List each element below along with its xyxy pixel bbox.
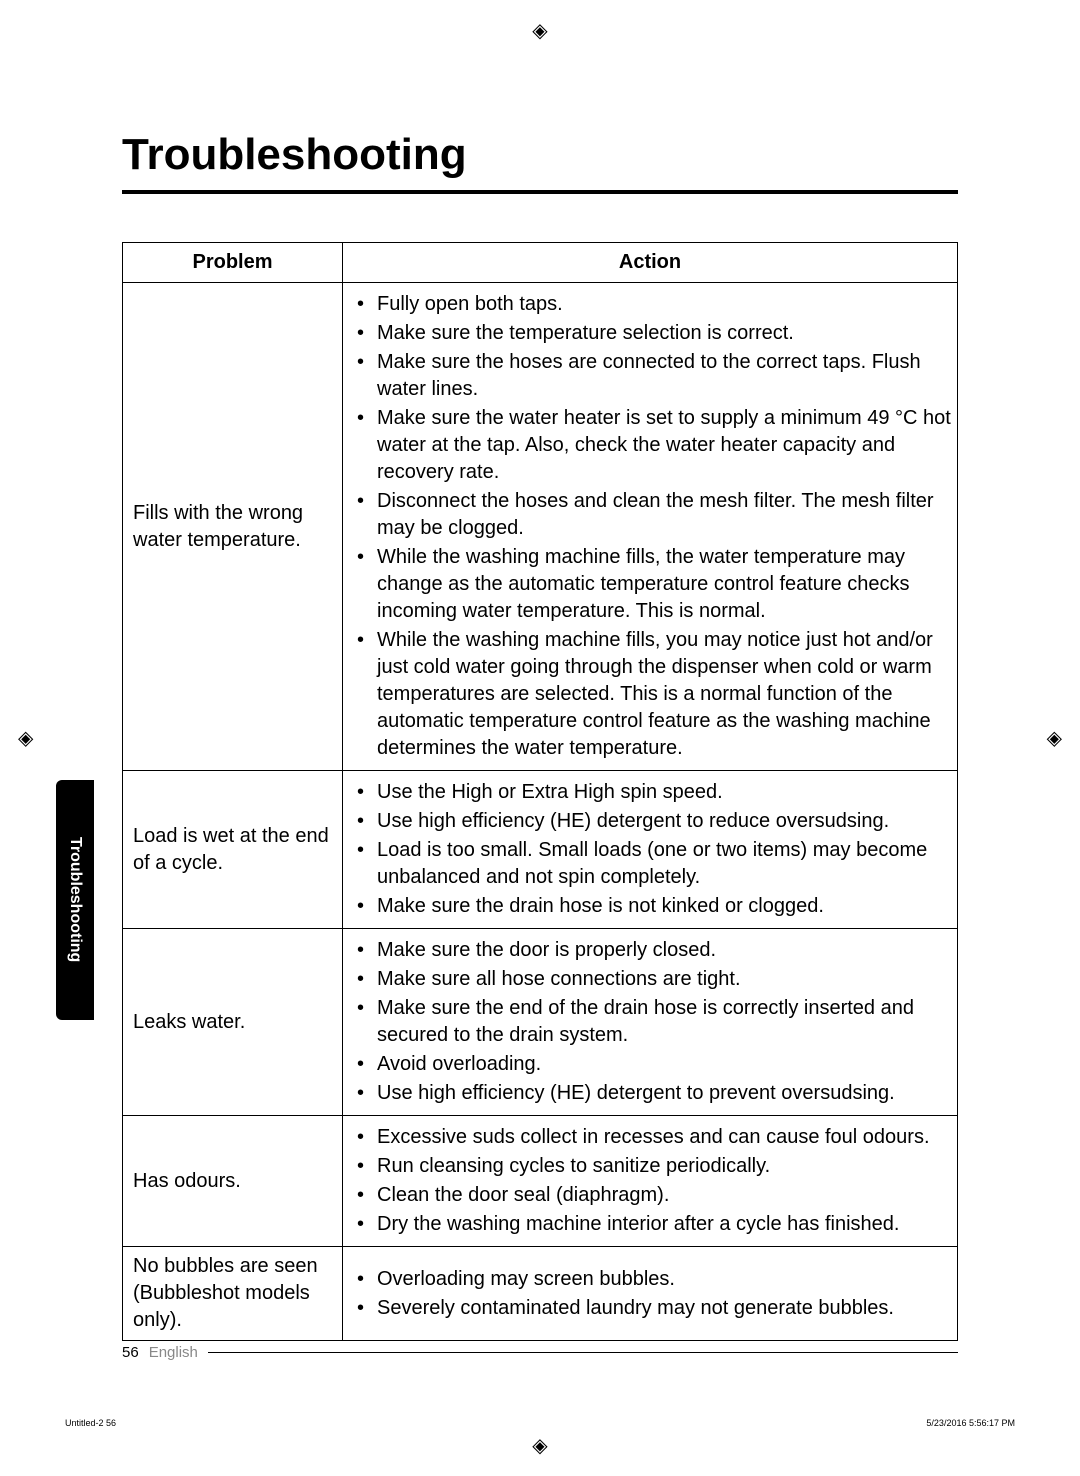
table-row: Fills with the wrong water temperature.F… (123, 283, 958, 771)
registration-mark-top: ◈ (532, 18, 547, 43)
section-tab-label: Troubleshooting (66, 837, 84, 962)
action-list: Use the High or Extra High spin speed.Us… (349, 779, 951, 920)
action-item: Overloading may screen bubbles. (349, 1266, 951, 1293)
action-cell: Fully open both taps.Make sure the tempe… (343, 283, 958, 771)
action-item: Make sure the door is properly closed. (349, 937, 951, 964)
action-cell: Use the High or Extra High spin speed.Us… (343, 771, 958, 929)
print-slug-left: Untitled-2 56 (65, 1418, 116, 1428)
action-item: Make sure the water heater is set to sup… (349, 405, 951, 486)
col-header-problem: Problem (123, 243, 343, 283)
action-item: Make sure the temperature selection is c… (349, 320, 951, 347)
troubleshooting-table: Problem Action Fills with the wrong wate… (122, 242, 958, 1341)
problem-cell: Has odours. (123, 1116, 343, 1247)
action-item: Clean the door seal (diaphragm). (349, 1182, 951, 1209)
page-language: English (149, 1344, 198, 1361)
action-cell: Make sure the door is properly closed.Ma… (343, 929, 958, 1116)
registration-mark-bottom: ◈ (532, 1433, 547, 1458)
action-item: Make sure the end of the drain hose is c… (349, 995, 951, 1049)
title-rule (122, 190, 958, 194)
print-slug-right: 5/23/2016 5:56:17 PM (926, 1418, 1015, 1428)
action-item: Fully open both taps. (349, 291, 951, 318)
action-item: While the washing machine fills, the wat… (349, 544, 951, 625)
action-item: Make sure the drain hose is not kinked o… (349, 893, 951, 920)
action-item: Use the High or Extra High spin speed. (349, 779, 951, 806)
footer-rule (208, 1352, 958, 1353)
table-row: Leaks water.Make sure the door is proper… (123, 929, 958, 1116)
action-item: Excessive suds collect in recesses and c… (349, 1124, 951, 1151)
action-cell: Overloading may screen bubbles.Severely … (343, 1247, 958, 1341)
page-number: 56 (122, 1344, 139, 1361)
action-cell: Excessive suds collect in recesses and c… (343, 1116, 958, 1247)
action-list: Make sure the door is properly closed.Ma… (349, 937, 951, 1107)
problem-cell: Fills with the wrong water temperature. (123, 283, 343, 771)
action-item: Make sure the hoses are connected to the… (349, 349, 951, 403)
table-row: Load is wet at the end of a cycle.Use th… (123, 771, 958, 929)
page-title: Troubleshooting (122, 130, 958, 180)
page-footer: 56 English (122, 1344, 958, 1361)
page-content: Troubleshooting Problem Action Fills wit… (122, 130, 958, 1341)
action-item: Severely contaminated laundry may not ge… (349, 1295, 951, 1322)
action-item: Avoid overloading. (349, 1051, 951, 1078)
section-tab: Troubleshooting (56, 780, 94, 1020)
col-header-action: Action (343, 243, 958, 283)
problem-cell: No bubbles are seen (Bubbleshot models o… (123, 1247, 343, 1341)
registration-mark-left: ◈ (18, 726, 33, 751)
table-row: Has odours.Excessive suds collect in rec… (123, 1116, 958, 1247)
problem-cell: Leaks water. (123, 929, 343, 1116)
action-list: Overloading may screen bubbles.Severely … (349, 1266, 951, 1322)
action-item: Disconnect the hoses and clean the mesh … (349, 488, 951, 542)
action-list: Excessive suds collect in recesses and c… (349, 1124, 951, 1238)
action-item: Use high efficiency (HE) detergent to pr… (349, 1080, 951, 1107)
action-item: Run cleansing cycles to sanitize periodi… (349, 1153, 951, 1180)
problem-cell: Load is wet at the end of a cycle. (123, 771, 343, 929)
action-item: Make sure all hose connections are tight… (349, 966, 951, 993)
action-list: Fully open both taps.Make sure the tempe… (349, 291, 951, 762)
table-row: No bubbles are seen (Bubbleshot models o… (123, 1247, 958, 1341)
action-item: Dry the washing machine interior after a… (349, 1211, 951, 1238)
action-item: Use high efficiency (HE) detergent to re… (349, 808, 951, 835)
action-item: Load is too small. Small loads (one or t… (349, 837, 951, 891)
action-item: While the washing machine fills, you may… (349, 627, 951, 762)
registration-mark-right: ◈ (1047, 726, 1062, 751)
